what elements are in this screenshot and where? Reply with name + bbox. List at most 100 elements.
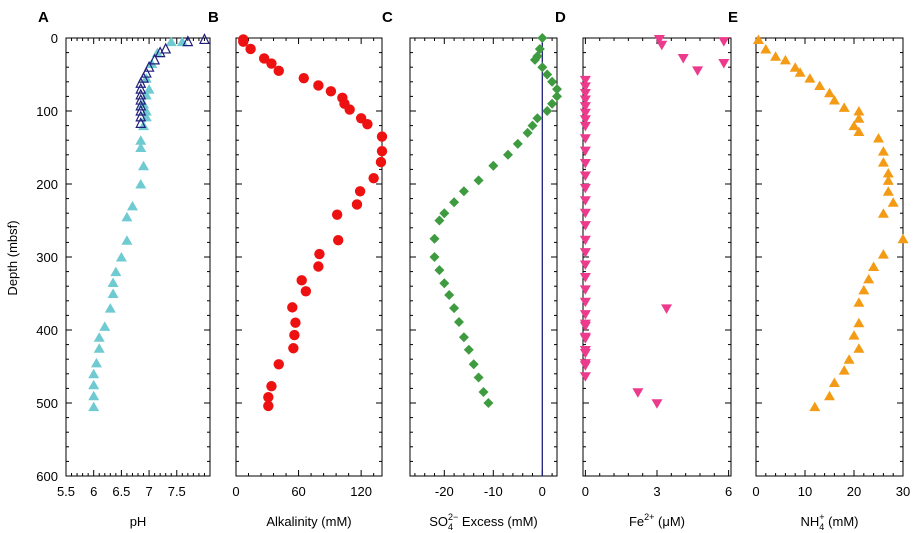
data-point bbox=[579, 321, 591, 332]
y-tick-label: 200 bbox=[36, 177, 58, 192]
data-point bbox=[429, 252, 440, 262]
data-point bbox=[258, 53, 270, 64]
data-point bbox=[579, 134, 591, 144]
data-point bbox=[838, 102, 850, 112]
data-point bbox=[375, 156, 387, 168]
y-tick-label: 0 bbox=[51, 31, 58, 46]
data-point bbox=[135, 110, 147, 122]
data-point bbox=[824, 390, 835, 401]
data-point bbox=[828, 377, 840, 388]
data-point bbox=[488, 160, 499, 171]
data-point bbox=[483, 398, 494, 408]
data-point bbox=[579, 361, 591, 371]
data-point bbox=[121, 211, 133, 222]
data-point bbox=[135, 76, 147, 88]
data-point bbox=[512, 138, 523, 149]
data-point bbox=[368, 172, 379, 184]
panel-d: D 0 3 6 Fe2+ (μM) bbox=[555, 9, 732, 529]
data-point bbox=[473, 175, 484, 186]
data-point bbox=[135, 104, 147, 116]
data-point bbox=[542, 106, 553, 116]
panel-letter: E bbox=[728, 9, 738, 26]
data-point bbox=[160, 42, 172, 54]
data-point bbox=[656, 40, 668, 51]
data-point bbox=[579, 196, 591, 206]
data-point bbox=[770, 51, 782, 61]
data-point bbox=[298, 72, 309, 84]
x-axis-label: NH4+ (mM) bbox=[801, 512, 859, 532]
data-point bbox=[238, 36, 249, 47]
data-point bbox=[93, 332, 105, 342]
x-axis-label: Fe2+ (μM) bbox=[629, 512, 685, 529]
data-point bbox=[579, 88, 591, 99]
data-point bbox=[547, 98, 558, 109]
data-point bbox=[135, 142, 147, 152]
data-point bbox=[579, 248, 591, 258]
data-point bbox=[579, 372, 591, 382]
data-point bbox=[288, 343, 299, 354]
panel-b: B 0 60 120 Alkalinity (mM) bbox=[208, 9, 388, 529]
data-point bbox=[882, 186, 894, 196]
data-point bbox=[99, 321, 111, 331]
data-point bbox=[140, 106, 152, 116]
x-tick-label: 20 bbox=[847, 484, 861, 499]
data-point bbox=[873, 133, 884, 143]
data-point bbox=[853, 106, 865, 116]
data-point bbox=[313, 80, 324, 91]
panel-letter: B bbox=[208, 9, 219, 26]
x-axis-label: Alkalinity (mM) bbox=[266, 514, 351, 529]
data-point bbox=[579, 310, 591, 320]
data-point bbox=[579, 348, 591, 359]
data-point bbox=[579, 108, 591, 119]
data-point bbox=[579, 82, 591, 92]
data-point bbox=[149, 53, 161, 65]
data-point bbox=[273, 65, 284, 77]
data-point bbox=[90, 357, 102, 368]
data-point bbox=[473, 372, 484, 383]
data-point bbox=[537, 33, 548, 43]
data-point bbox=[165, 36, 177, 47]
data-point bbox=[877, 208, 889, 218]
data-point bbox=[313, 261, 324, 272]
data-point bbox=[88, 379, 100, 390]
data-point bbox=[579, 171, 591, 181]
plot-frame bbox=[235, 37, 383, 477]
data-point bbox=[552, 91, 562, 102]
data-point bbox=[458, 332, 469, 343]
data-point bbox=[882, 168, 894, 178]
x-tick-label: 5.5 bbox=[57, 484, 75, 499]
data-point bbox=[176, 36, 188, 47]
data-point bbox=[135, 99, 147, 111]
data-point bbox=[88, 368, 100, 379]
x-tick-label: 0 bbox=[232, 484, 239, 499]
data-point bbox=[579, 146, 591, 157]
x-tick-label: 6.5 bbox=[112, 484, 130, 499]
data-point bbox=[333, 235, 344, 246]
data-point bbox=[266, 58, 277, 69]
plot-frame bbox=[582, 37, 732, 477]
data-point bbox=[454, 316, 464, 327]
data-point bbox=[804, 73, 816, 83]
panel-e: E 0 10 20 30 NH4+ (mM) bbox=[728, 9, 910, 532]
data-point bbox=[579, 260, 591, 271]
data-point bbox=[290, 317, 301, 328]
data-point bbox=[434, 215, 445, 226]
panel-letter: D bbox=[555, 9, 566, 26]
data-point bbox=[537, 62, 548, 73]
data-point bbox=[579, 285, 591, 295]
data-point bbox=[579, 334, 591, 344]
data-point bbox=[138, 71, 150, 83]
x-tick-label: 6 bbox=[90, 484, 97, 499]
x-tick-label: 7 bbox=[145, 484, 152, 499]
data-point bbox=[135, 82, 147, 94]
data-point bbox=[814, 80, 826, 90]
data-point bbox=[354, 186, 366, 197]
data-point bbox=[527, 120, 538, 131]
data-point bbox=[289, 329, 300, 341]
data-point bbox=[300, 286, 312, 297]
data-point bbox=[853, 113, 865, 123]
